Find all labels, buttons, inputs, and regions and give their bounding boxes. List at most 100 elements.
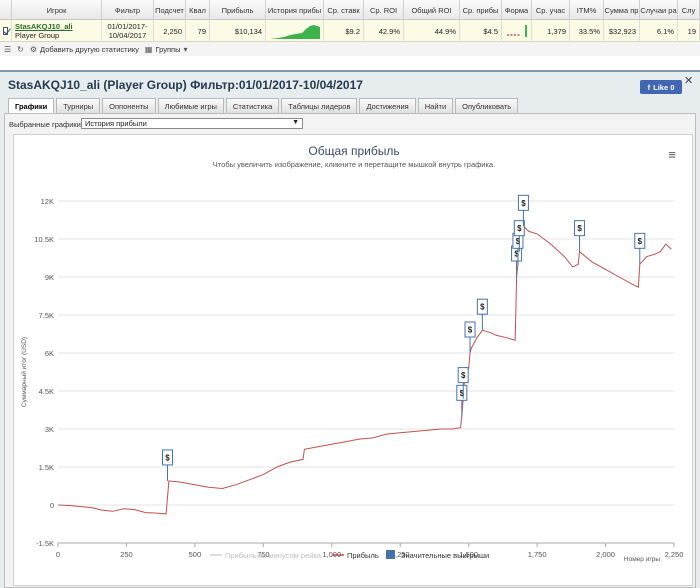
grid-header-cell[interactable]: Ср. ROI: [364, 0, 404, 20]
y-tick-label: 0: [50, 501, 54, 510]
x-tick-label: 1,750: [528, 550, 547, 559]
add-stat-button[interactable]: ⚙ Добавить другую статистику: [30, 45, 139, 54]
x-tick-label: 500: [189, 550, 202, 559]
y-tick-label: 9K: [45, 273, 54, 282]
significant-win-flag[interactable]: $: [511, 245, 523, 277]
tab-5[interactable]: Таблицы лидеров: [281, 98, 358, 113]
x-tick-label: 0: [56, 550, 60, 559]
grid-header-cell[interactable]: Прибыль: [210, 0, 266, 20]
player-cell[interactable]: StasAKQJ10_ali Player Group: [12, 20, 102, 42]
y-tick-label: 6K: [45, 349, 54, 358]
svg-text:$: $: [521, 199, 526, 208]
significant-win-flag[interactable]: $: [513, 220, 525, 252]
tab-6[interactable]: Достижения: [359, 98, 416, 113]
grid-header-cell[interactable]: Подсчет: [154, 0, 186, 20]
sum-cell: $32,923: [604, 20, 640, 42]
tab-4[interactable]: Статистика: [225, 98, 280, 113]
svg-text:$: $: [638, 237, 643, 246]
profit-history-sparkline-cell: [266, 20, 324, 42]
facebook-icon: f: [647, 82, 651, 92]
grid-toolbar: ☰ ↻ ⚙ Добавить другую статистику ▦ Группы ▾: [0, 42, 700, 56]
tab-2[interactable]: Оппоненты: [102, 98, 156, 113]
graph-select[interactable]: История прибыли ▼: [81, 118, 303, 129]
itm-cell: 33.5%: [570, 20, 604, 42]
chart-menu-icon[interactable]: ≡: [668, 147, 676, 162]
svg-text:$: $: [461, 371, 466, 380]
profit-history-sparkline: [269, 25, 320, 39]
legend-item-label[interactable]: Прибыль: [347, 551, 379, 560]
grid-header-cell[interactable]: Форма: [502, 0, 532, 20]
grid-header-cell[interactable]: Сумма пр: [604, 0, 640, 20]
svg-text:$: $: [516, 237, 521, 246]
svg-text:$: $: [577, 224, 582, 233]
significant-win-flag[interactable]: $: [464, 321, 476, 353]
chart-container[interactable]: Общая прибыль Чтобы увеличить изображение…: [13, 134, 693, 586]
significant-win-flag[interactable]: $: [476, 298, 488, 331]
grid-header-cell[interactable]: Игрок: [12, 0, 102, 20]
avg-profit-cell: $4.5: [460, 20, 502, 42]
tab-body: Выбранные графики: История прибыли ▼ Общ…: [4, 113, 696, 588]
player-group-label: Player Group: [15, 31, 60, 40]
y-tick-label: 3K: [45, 425, 54, 434]
significant-win-flag[interactable]: $: [634, 232, 646, 265]
grid-header-cell[interactable]: Случаи ра: [640, 0, 678, 20]
significant-win-flag[interactable]: $: [517, 194, 529, 227]
player-name-link[interactable]: StasAKQJ10_ali: [15, 22, 73, 31]
grid-header-cell[interactable]: Квал: [186, 0, 210, 20]
grid-header-cell[interactable]: Общий ROI: [404, 0, 460, 20]
count-cell: 2,250: [154, 20, 186, 42]
tab-1[interactable]: Турниры: [56, 98, 101, 113]
svg-text:$: $: [468, 326, 473, 335]
significant-win-flag[interactable]: $: [574, 220, 586, 252]
grid-header-cell[interactable]: История прибы: [266, 0, 324, 20]
row-checkbox-cell[interactable]: [0, 20, 12, 42]
x-axis-label: Номер игры: [624, 556, 660, 563]
close-icon[interactable]: ✕: [684, 75, 694, 87]
tab-7[interactable]: Найти: [417, 98, 454, 113]
legend-item-label[interactable]: Значительные выигрыши: [401, 551, 489, 560]
significant-win-flag[interactable]: $: [457, 367, 469, 399]
grid-row-player[interactable]: StasAKQJ10_ali Player Group 01/01/2017- …: [0, 20, 700, 42]
tab-0[interactable]: Графики: [8, 98, 55, 113]
gear-icon: ⚙: [29, 44, 38, 54]
graph-select-label: Выбранные графики:: [9, 120, 83, 129]
y-axis-label: Суммарный итог (USD): [20, 337, 28, 407]
chart-subtitle: Чтобы увеличить изображение, кликните и …: [213, 160, 495, 169]
row-checkbox[interactable]: [3, 27, 8, 35]
groups-label: Группы: [155, 44, 181, 54]
grid-header-cell[interactable]: [0, 0, 12, 20]
refresh-icon[interactable]: ↻: [17, 44, 24, 54]
tab-8[interactable]: Опубликовать: [455, 98, 519, 113]
grid-header-cell[interactable]: Ср. прибы: [460, 0, 502, 20]
stats-grid: Игрок Фильтр Подсчет Квал Прибыль История при…: [0, 0, 700, 56]
facebook-like-button[interactable]: f Like 0: [640, 80, 682, 94]
qual-cell: 79: [186, 20, 210, 42]
cases-cell: 6.1%: [640, 20, 678, 42]
grid-header: Игрок Фильтр Подсчет Квал Прибыль История при…: [0, 0, 700, 20]
significant-win-flag[interactable]: $: [456, 384, 468, 417]
grid-header-cell[interactable]: ITM%: [570, 0, 604, 20]
graph-select-value: История прибыли: [85, 119, 147, 128]
y-tick-label: 10.5K: [34, 235, 54, 244]
report-panel: StasAKQJ10_ali (Player Group) Фильтр:01/…: [0, 70, 700, 588]
profit-cell: $10,134: [210, 20, 266, 42]
grid-header-cell[interactable]: Слу: [678, 0, 700, 20]
groups-icon: ▦: [144, 44, 153, 54]
filter-from: 01/01/2017-: [107, 22, 148, 31]
legend-item-label[interactable]: Прибыль за минусом рейка: [225, 551, 322, 560]
y-tick-label: 7.5K: [39, 311, 54, 320]
grid-header-cell[interactable]: Фильтр: [102, 0, 154, 20]
report-tabs: Графики Турниры Оппоненты Любимые игры Стати…: [8, 98, 519, 113]
tab-3[interactable]: Любимые игры: [157, 98, 224, 113]
y-tick-label: 1.5K: [39, 463, 54, 472]
filter-to: 10/04/2017: [108, 31, 147, 40]
grid-header-cell[interactable]: Ср. учас: [532, 0, 570, 20]
x-tick-label: 1,500: [459, 550, 478, 559]
list-icon[interactable]: ☰: [4, 44, 12, 54]
profit-chart[interactable]: Общая прибыль Чтобы увеличить изображение…: [14, 135, 694, 587]
groups-button[interactable]: ▦ Группы ▾: [145, 45, 188, 54]
grid-header-cell[interactable]: Ср. ставк: [324, 0, 364, 20]
y-tick-label: -1.5K: [36, 539, 54, 548]
avg-entrants-cell: 1,379: [532, 20, 570, 42]
significant-win-flag[interactable]: $: [162, 449, 174, 481]
